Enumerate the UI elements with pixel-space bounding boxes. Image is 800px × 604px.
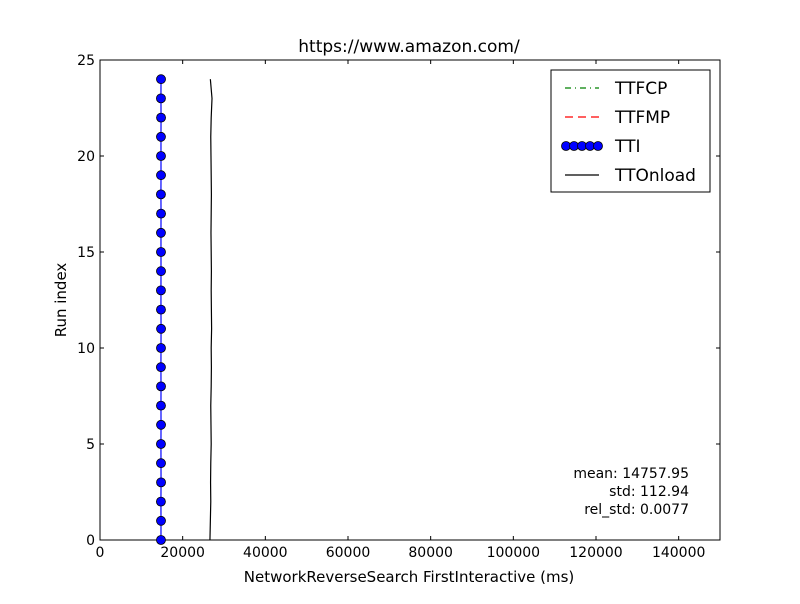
y-tick-label: 0 (86, 533, 95, 549)
data-point-tti (156, 152, 165, 161)
legend-label-tti: TTI (614, 137, 640, 157)
x-tick-label: 140000 (652, 545, 705, 561)
data-point-tti (156, 497, 165, 506)
data-point-tti (156, 228, 165, 237)
y-tick-label: 25 (77, 53, 95, 69)
y-tick-label: 5 (86, 437, 95, 453)
x-axis-label: NetworkReverseSearch FirstInteractive (m… (244, 568, 575, 586)
x-tick-label: 20000 (160, 545, 205, 561)
x-tick-label: 40000 (243, 545, 288, 561)
y-tick-label: 15 (77, 245, 95, 261)
data-point-tti (156, 459, 165, 468)
legend-label-ttonload: TTOnload (614, 166, 696, 186)
data-point-tti (157, 113, 166, 122)
data-point-tti (156, 440, 165, 449)
legend-label-ttfcp: TTFCP (614, 79, 667, 99)
chart-title: https://www.amazon.com/ (298, 37, 520, 57)
x-tick-label: 60000 (326, 545, 371, 561)
y-tick-label: 10 (77, 341, 95, 357)
x-tick-label: 80000 (408, 545, 453, 561)
x-tick-label: 0 (96, 545, 105, 561)
legend-label-ttfmp: TTFMP (614, 108, 670, 128)
data-point-tti (156, 363, 165, 372)
data-point-tti (157, 516, 166, 525)
data-point-tti (156, 286, 165, 295)
stats-annotation: mean: 14757.95 (573, 466, 689, 482)
data-point-tti (157, 382, 166, 391)
data-point-tti (157, 324, 166, 333)
stats-annotation: rel_std: 0.0077 (584, 502, 689, 518)
x-tick-label: 120000 (569, 545, 622, 561)
data-point-tti (156, 344, 165, 353)
data-point-tti (156, 248, 165, 257)
legend-marker-tti (594, 142, 603, 151)
data-point-tti (157, 267, 166, 276)
data-point-tti (157, 75, 166, 84)
data-point-tti (156, 401, 165, 410)
stats-annotation: std: 112.94 (609, 484, 689, 500)
data-point-tti (157, 209, 166, 218)
x-tick-label: 100000 (487, 545, 540, 561)
data-point-tti (156, 132, 165, 141)
y-axis-label: Run index (52, 263, 70, 338)
data-point-tti (156, 536, 165, 545)
data-point-tti (156, 305, 165, 314)
y-tick-label: 20 (77, 149, 95, 165)
data-point-tti (156, 94, 165, 103)
data-point-tti (156, 190, 165, 199)
data-point-tti (157, 420, 166, 429)
data-point-tti (157, 478, 166, 487)
data-point-tti (157, 171, 166, 180)
